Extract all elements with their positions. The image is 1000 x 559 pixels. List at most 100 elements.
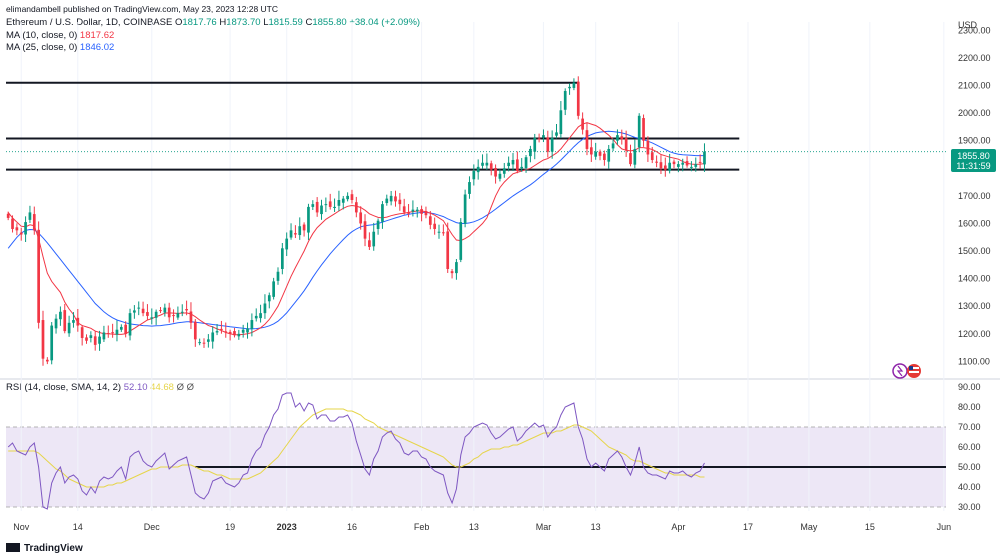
candle-body [150, 317, 154, 319]
candle-body [433, 223, 437, 229]
candle-body [59, 311, 62, 320]
candle-body [341, 198, 345, 203]
candle-body [646, 140, 650, 155]
candle-body [498, 173, 502, 179]
rsi-legend[interactable]: RSI (14, close, SMA, 14, 2) 52.10 44.68 … [6, 382, 194, 394]
x-tick-label: 13 [591, 522, 601, 532]
ohlc-open-label: O [174, 17, 183, 28]
rsi-extra-1: Ø [176, 382, 184, 393]
rsi-value: 52.10 [123, 382, 148, 393]
candle-body [241, 329, 245, 333]
candle-body [515, 159, 519, 172]
candle-body [263, 303, 267, 314]
price-tick-label: 1900.00 [958, 136, 991, 146]
candle-body [520, 166, 524, 169]
candle-body [272, 281, 275, 297]
ohlc-change: +38.04 (+2.09%) [349, 17, 421, 28]
candle-body [220, 328, 223, 330]
ma10-label: MA (10, close, 0) [6, 30, 78, 41]
ohlc-open: 1817.76 [182, 17, 217, 28]
candle-body [620, 136, 624, 140]
candle-body [28, 212, 32, 220]
candle-body [542, 135, 545, 138]
symbol-name[interactable]: Ethereum / U.S. Dollar, 1D, COINBASE [6, 17, 173, 28]
tradingview-logo-icon [6, 543, 20, 552]
x-tick-label: Apr [671, 522, 685, 532]
candle-body [420, 209, 423, 214]
candle-body [211, 332, 215, 342]
candle-body [11, 218, 14, 229]
candle-body [250, 320, 254, 329]
price-tick-label: 1500.00 [958, 246, 991, 256]
ma25-value: 1846.02 [79, 42, 115, 53]
price-badge-price: 1855.80 [957, 151, 990, 161]
candle-body [89, 335, 93, 338]
events-icon[interactable] [892, 363, 908, 379]
candle-body [672, 161, 676, 165]
candle-body [328, 201, 332, 207]
x-tick-label: Dec [144, 522, 161, 532]
candle-body [411, 209, 415, 212]
candle-body [207, 339, 210, 342]
candle-body [372, 231, 376, 247]
candle-body [294, 233, 297, 235]
candle-body [555, 132, 558, 136]
flag-icon[interactable] [907, 364, 921, 378]
candle-body [611, 143, 615, 149]
candle-body [32, 214, 36, 231]
rsi-ma-value: 44.68 [150, 382, 174, 393]
ma10-legend[interactable]: MA (10, close, 0) 1817.62 [6, 30, 114, 42]
candle-body [246, 328, 249, 333]
candle-body [285, 238, 289, 250]
x-tick-label: Mar [536, 522, 552, 532]
candle-body [376, 220, 380, 229]
candle-body [133, 310, 136, 313]
candle-body [337, 200, 341, 206]
ohlc-high-label: H [219, 17, 227, 28]
tradingview-logo[interactable]: TradingView [6, 543, 83, 554]
candle-body [381, 204, 384, 222]
candle-body [115, 329, 119, 335]
price-tick-label: 2200.00 [958, 53, 991, 63]
rsi-tick-label: 40.00 [958, 482, 981, 492]
rsi-extra-2: Ø [186, 382, 195, 393]
rsi-tick-label: 50.00 [958, 462, 981, 472]
candle-body [559, 110, 563, 135]
candle-body [193, 321, 197, 340]
price-tick-label: 1300.00 [958, 301, 991, 311]
candle-body [146, 312, 149, 316]
candle-body [298, 226, 302, 236]
x-tick-label: Jun [937, 522, 952, 532]
candle-body [333, 206, 336, 209]
candle-body [703, 151, 706, 165]
rsi-tick-label: 70.00 [958, 422, 981, 432]
candle-body [63, 310, 67, 332]
currency-label: USD [958, 20, 978, 30]
rsi-tick-label: 90.00 [958, 382, 981, 392]
candle-body [167, 307, 171, 318]
candle-body [650, 152, 654, 160]
candle-body [524, 157, 528, 168]
candle-body [350, 194, 354, 200]
candle-body [533, 137, 537, 152]
candle-body [346, 195, 349, 200]
candle-body [320, 205, 323, 215]
x-tick-label: May [800, 522, 818, 532]
candle-body [163, 307, 167, 313]
ma25-legend[interactable]: MA (25, close, 0) 1846.02 [6, 42, 114, 54]
candle-body [472, 171, 476, 180]
x-tick-label: Feb [414, 522, 430, 532]
candle-body [315, 201, 319, 213]
candle-body [237, 333, 241, 337]
x-tick-label: 14 [73, 522, 83, 532]
candle-body [589, 147, 593, 155]
x-tick-label: 2023 [277, 522, 297, 532]
candle-body [185, 309, 188, 311]
candle-body [616, 135, 619, 141]
candle-body [642, 118, 645, 141]
ma10-value: 1817.62 [79, 30, 115, 41]
candle-body [324, 204, 328, 206]
candle-body [511, 159, 515, 165]
candle-body [50, 325, 54, 361]
